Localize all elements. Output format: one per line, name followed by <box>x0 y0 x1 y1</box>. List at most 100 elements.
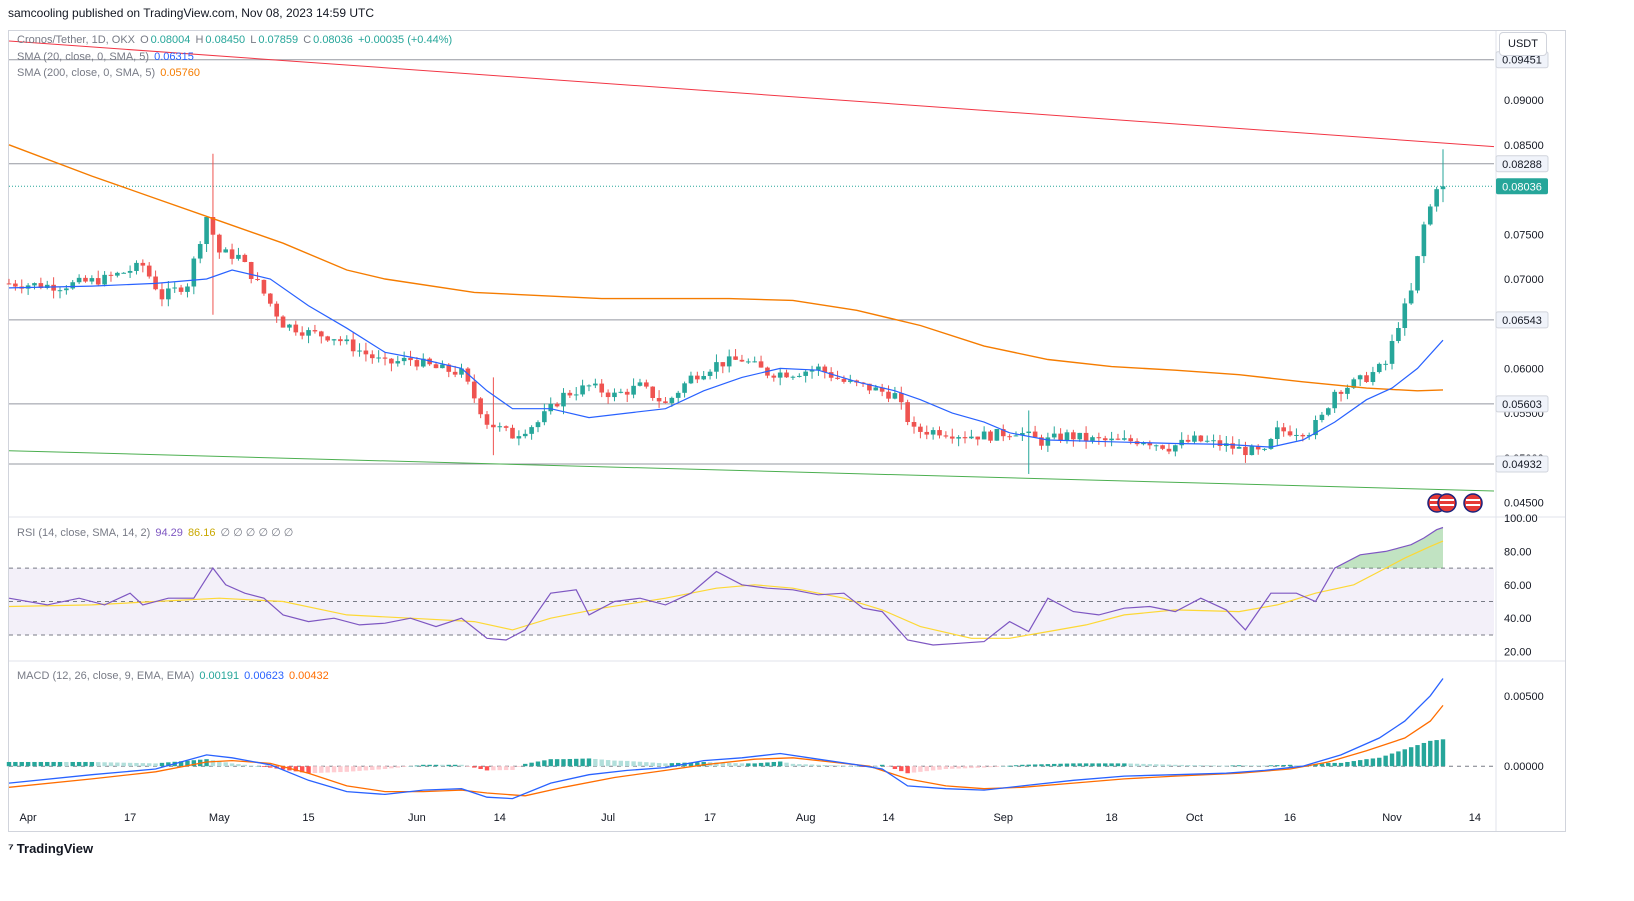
macd-histogram-bar <box>306 766 311 774</box>
macd-histogram-bar <box>1083 763 1089 767</box>
candle-body <box>701 375 706 380</box>
macd-histogram-bar <box>127 762 133 767</box>
macd-histogram-bar <box>937 766 942 770</box>
candle-body <box>306 330 311 336</box>
macd-histogram-bar <box>1364 759 1369 767</box>
macd-histogram-bar <box>950 766 955 769</box>
price-level-tag <box>1495 155 1549 173</box>
macd-histogram-bar <box>1192 765 1197 767</box>
macd-histogram-bar <box>1147 764 1153 767</box>
symbol-label[interactable]: Cronos/Tether, 1D, OKX <box>17 34 135 46</box>
macd-histogram-bar <box>962 766 968 769</box>
time-axis-label: Aug <box>796 812 816 824</box>
candle-body <box>229 249 235 259</box>
macd-histogram-bar <box>102 762 107 767</box>
time-axis-label: May <box>209 812 230 824</box>
rsi-ma-value: 86.16 <box>187 527 216 539</box>
candle-body <box>784 372 789 378</box>
price-tick-label: 0.04500 <box>1504 498 1544 510</box>
candle-body <box>1039 437 1044 446</box>
macd-legend[interactable]: MACD (12, 26, close, 9, EMA, EMA) 0.0019… <box>17 670 331 682</box>
macd-histogram-bar <box>1115 763 1121 767</box>
candle-body <box>344 339 350 342</box>
macd-histogram-bar <box>879 764 885 767</box>
macd-histogram-bar <box>726 762 732 767</box>
candle-body <box>1166 448 1172 452</box>
macd-histogram-bar <box>331 766 337 773</box>
candle-body <box>726 356 732 367</box>
candle-body <box>937 430 942 436</box>
macd-histogram-bar <box>121 762 126 767</box>
candle-body <box>127 270 133 273</box>
macd-histogram-bar <box>1370 758 1376 767</box>
candle-body <box>797 375 802 377</box>
macd-histogram-bar <box>542 760 547 767</box>
macd-histogram-bar <box>695 762 700 767</box>
price-level-label: 0.06543 <box>1502 315 1542 327</box>
candle-body <box>752 361 757 363</box>
sma200-legend[interactable]: SMA (200, close, 0, SMA, 5) 0.05760 <box>17 67 202 79</box>
currency-selector[interactable]: USDT <box>1499 32 1547 56</box>
macd-histogram-bar <box>1326 762 1331 767</box>
candle-body <box>816 366 821 370</box>
macd-histogram-bar <box>1421 742 1427 767</box>
macd-histogram-bar <box>1058 763 1063 767</box>
macd-histogram-bar <box>376 766 381 770</box>
macd-histogram-bar <box>389 766 394 769</box>
candle-body <box>1434 189 1439 207</box>
macd-histogram-bar <box>625 760 630 767</box>
macd-histogram-bar <box>134 762 139 767</box>
sma200-label: SMA (200, close, 0, SMA, 5) <box>17 67 156 79</box>
candle-body <box>1185 439 1191 442</box>
candle-body <box>325 336 330 341</box>
macd-histogram-bar <box>784 762 789 767</box>
macd-histogram-bar <box>618 760 624 767</box>
macd-histogram-bar <box>586 758 592 767</box>
candle-body <box>1440 186 1446 190</box>
candle-body <box>1141 442 1146 445</box>
footer-brand[interactable]: ⁷ TradingView <box>8 840 93 856</box>
candle-body <box>1211 440 1216 442</box>
candle-body <box>631 385 636 395</box>
time-axis-label: Oct <box>1186 812 1203 824</box>
candle-body <box>624 391 630 395</box>
candle-body <box>1370 372 1376 382</box>
candle-body <box>433 364 439 369</box>
candle-body <box>1109 438 1114 441</box>
resistance-trendline <box>8 40 1495 148</box>
sma20-legend[interactable]: SMA (20, close, 0, SMA, 5) 0.06315 <box>17 51 196 63</box>
candle-body <box>121 272 127 274</box>
candle-body <box>1198 435 1204 442</box>
macd-histogram-bar <box>1262 765 1267 767</box>
candle-body <box>522 433 528 437</box>
candle-body <box>204 216 209 245</box>
macd-histogram-bar <box>1402 749 1407 767</box>
candle-body <box>554 403 560 407</box>
macd-histogram-bar <box>644 762 649 767</box>
candle-body <box>994 429 1000 441</box>
candle-body <box>1376 363 1382 373</box>
macd-histogram-bar <box>83 761 88 767</box>
price-tick-label: 0.07500 <box>1504 229 1544 241</box>
macd-histogram-bar <box>1096 763 1102 767</box>
macd-histogram-bar <box>236 764 241 767</box>
price-level-tag <box>1496 178 1548 195</box>
candle-body <box>1415 256 1420 291</box>
macd-histogram-bar <box>605 760 611 767</box>
candle-body <box>338 339 343 342</box>
candle-body <box>268 293 273 304</box>
candle-body <box>13 283 18 287</box>
candle-body <box>924 431 930 435</box>
price-level-tag <box>1495 455 1549 473</box>
macd-histogram-bar <box>924 766 929 772</box>
candle-body <box>261 279 267 294</box>
candle-body <box>918 426 923 432</box>
candle-body <box>911 422 917 427</box>
price-tick-label: 0.07000 <box>1504 274 1544 286</box>
macd-histogram-bar <box>280 766 286 770</box>
candle-body <box>879 387 885 392</box>
macd-histogram-bar <box>574 758 579 767</box>
candle-body <box>274 303 279 317</box>
rsi-legend[interactable]: RSI (14, close, SMA, 14, 2) 94.29 86.16 … <box>17 526 295 539</box>
